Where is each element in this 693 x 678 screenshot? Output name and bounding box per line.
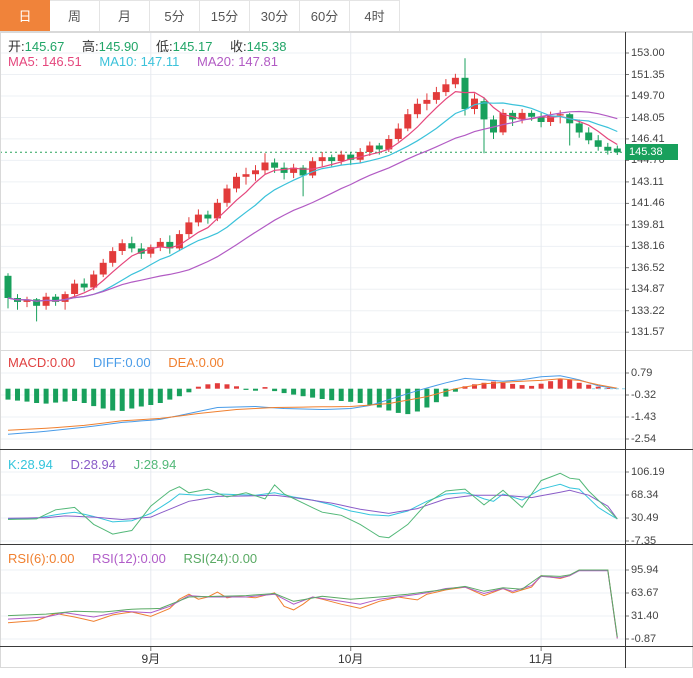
timeframe-tabs: 日周月 5分 15分 30分 60分 4时 [0, 0, 693, 32]
last-price-badge: 145.38 [625, 144, 678, 161]
rsi24-value: RSI(24):0.00 [183, 551, 258, 566]
timeframe-tab-4[interactable]: 15分 [200, 0, 250, 31]
x-axis-month-label: 10月 [338, 652, 364, 666]
ma20-readout: MA20: 147.81 [196, 54, 278, 69]
k-line [7, 483, 618, 523]
y-axis-label: 146.41 [631, 132, 665, 145]
kdj-pane [7, 472, 618, 539]
y-axis-label: 153.00 [631, 47, 665, 59]
rsi-readout: RSI(6):0.00 RSI(12):0.00 RSI(24):0.00 [8, 551, 271, 566]
d-line [7, 489, 618, 521]
x-axis-month-label: 11月 [528, 652, 554, 666]
candlesticks [4, 58, 621, 322]
d-value: D:28.94 [70, 457, 117, 472]
ohlc-readout: 开:145.67 高:145.90 低:145.17 收:145.38 [8, 36, 300, 55]
y-axis-label: 151.35 [631, 68, 665, 81]
y-axis-label: 149.70 [631, 90, 665, 102]
macd-pane [5, 375, 625, 435]
y-axis-label: 131.57 [631, 326, 665, 339]
diff-line [7, 375, 618, 435]
y-axis-label: 133.22 [631, 304, 665, 317]
timeframe-tab-0[interactable]: 日 [0, 0, 50, 31]
kdj-readout: K:28.94 D:28.94 J:28.94 [8, 457, 190, 472]
pane-borders [0, 32, 693, 668]
rsi6-line [7, 569, 618, 639]
ma10-line [7, 102, 618, 302]
y-axis-label: 148.05 [631, 111, 665, 124]
timeframe-tab-5[interactable]: 30分 [250, 0, 300, 31]
j-value: J:28.94 [133, 457, 177, 472]
y-axis-label: 134.87 [631, 283, 665, 296]
y-axis-label: 0.79 [631, 367, 653, 380]
ma20-line [7, 110, 618, 302]
y-axis-label: -0.87 [631, 633, 657, 645]
gridlines [0, 32, 625, 646]
rsi24-line [7, 569, 618, 638]
open-readout: 开:145.67 [8, 39, 65, 54]
ma5-readout: MA5: 146.51 [8, 54, 82, 69]
timeframe-tab-6[interactable]: 60分 [300, 0, 350, 31]
y-axis-label: 138.16 [631, 240, 665, 253]
x-axis-month-label: 9月 [141, 652, 161, 666]
y-axis-label: 139.81 [631, 218, 665, 231]
rsi12-line [7, 570, 618, 639]
y-axis-label: 63.67 [631, 587, 659, 599]
diff-value: DIFF:0.00 [92, 355, 151, 370]
y-axis-label: 95.94 [631, 564, 659, 576]
j-line [7, 472, 618, 539]
dea-line [7, 378, 618, 431]
rsi12-value: RSI(12):0.00 [92, 551, 166, 566]
y-axis-label: 141.46 [631, 197, 665, 210]
k-value: K:28.94 [8, 457, 53, 472]
y-axis-label: 30.49 [631, 512, 659, 524]
y-axis-label: 106.19 [631, 466, 665, 478]
y-axis-label: 68.34 [631, 489, 659, 501]
timeframe-tab-2[interactable]: 月 [100, 0, 150, 31]
low-readout: 低:145.17 [156, 39, 213, 54]
rsi6-value: RSI(6):0.00 [8, 551, 75, 566]
y-axis-label: -1.43 [631, 411, 657, 424]
timeframe-tab-7[interactable]: 4时 [350, 0, 400, 31]
ma-readout: MA5: 146.51 MA10: 147.11 MA20: 147.81 [8, 54, 292, 69]
dea-value: DEA:0.00 [168, 355, 224, 370]
high-readout: 高:145.90 [82, 39, 139, 54]
timeframe-tab-3[interactable]: 5分 [150, 0, 200, 31]
y-axis-label: 136.52 [631, 261, 665, 274]
y-axis-label: 31.40 [631, 610, 659, 622]
ma10-readout: MA10: 147.11 [99, 54, 180, 69]
close-readout: 收:145.38 [230, 39, 287, 54]
timeframe-tab-1[interactable]: 周 [50, 0, 100, 31]
y-axis-label: -7.35 [631, 534, 657, 547]
macd-readout: MACD:0.00 DIFF:0.00 DEA:0.00 [8, 355, 238, 370]
rsi-pane [7, 569, 618, 639]
y-axis-label: -2.54 [631, 433, 657, 446]
ma5-line [7, 90, 618, 302]
y-axis-label: 143.11 [631, 175, 664, 188]
y-axis-label: -0.32 [631, 389, 657, 402]
macd-value: MACD:0.00 [8, 355, 76, 370]
